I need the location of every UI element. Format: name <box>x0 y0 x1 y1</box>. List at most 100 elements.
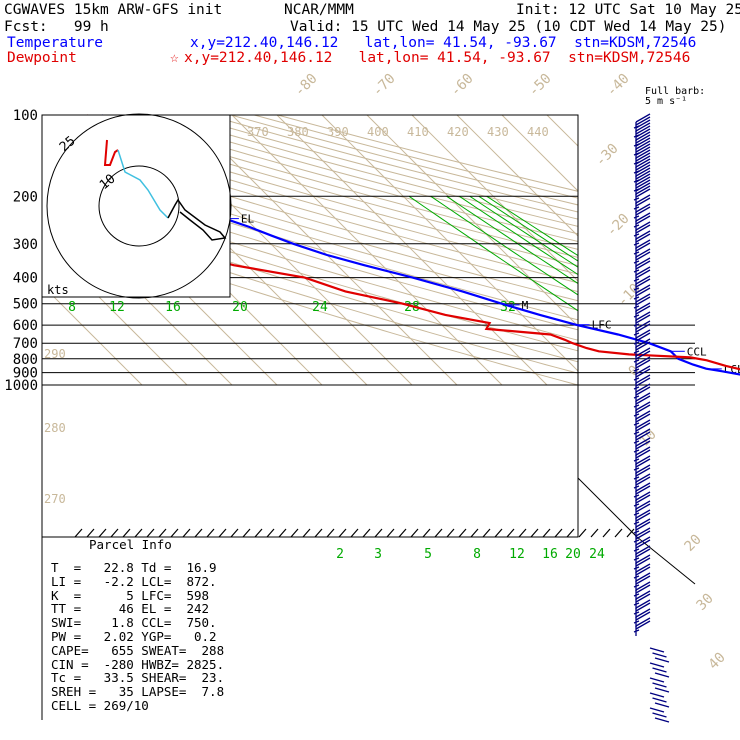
dry-adiabat-label: 410 <box>407 125 429 139</box>
wind-barb-flag <box>635 146 651 156</box>
wind-barb-low <box>649 707 665 713</box>
wind-barb-flag <box>635 527 651 537</box>
wind-barb-flag <box>635 590 651 600</box>
wind-barb-flag <box>635 242 651 252</box>
wind-barb-flag <box>635 170 651 180</box>
mixing-ratio-label-upper: 24 <box>312 300 328 315</box>
wind-barb-flag <box>635 584 651 594</box>
mixing-ratio-label-lower: 3 <box>374 547 382 562</box>
wind-barb-flag <box>635 377 651 387</box>
dry-adiabat-line <box>42 137 578 293</box>
wind-barb-flag <box>635 518 651 528</box>
pressure-label: 900 <box>13 366 38 382</box>
hatch-mark <box>470 528 479 538</box>
wind-barb-flag <box>635 338 651 348</box>
wind-barb-flag <box>635 167 651 177</box>
wind-barb-flag <box>635 323 651 333</box>
isotherm-label: 30 <box>694 591 717 614</box>
wind-barb-flag <box>635 188 651 198</box>
wind-barb-flag <box>635 428 651 438</box>
wind-barb-flag <box>635 356 651 366</box>
wind-barb-flag <box>635 257 651 267</box>
mixing-ratio-line <box>486 195 578 257</box>
wind-barb-flag <box>635 287 651 297</box>
dewpoint-legend: Dewpoint <box>7 50 77 66</box>
wind-barb-flag <box>635 440 651 450</box>
wind-barb-flag <box>635 128 651 138</box>
wind-barb-flag <box>635 305 651 315</box>
level-marker-label: EL <box>241 213 255 226</box>
mixing-ratio-label-lower: 16 <box>542 547 558 562</box>
wind-barb-low <box>654 657 670 663</box>
hatch-mark <box>338 528 347 538</box>
wind-barb-flag <box>635 422 651 432</box>
parcel-info-row: PW = 2.02 YGP= 0.2 <box>51 629 217 644</box>
forecast-hour: Fcst: 99 h <box>4 19 109 35</box>
dry-adiabat-line <box>42 121 578 275</box>
parcel-level-markers: ELMLFCCCLLCL <box>224 213 740 376</box>
wind-barb-flag <box>635 320 651 330</box>
wind-barb-low <box>654 702 670 708</box>
mixing-ratio-label-lower: 24 <box>589 547 605 562</box>
isotherm-line <box>186 115 458 386</box>
wind-barb-flag <box>635 530 651 540</box>
parcel-info-row: Tc = 33.5 SHEAR= 23. <box>51 670 225 686</box>
hatch-mark <box>254 528 263 538</box>
wind-barb-flag <box>635 467 651 477</box>
pressure-label: 700 <box>13 336 38 352</box>
moist-adiabat-line <box>405 313 659 385</box>
wind-barb-flag <box>635 446 651 456</box>
hodograph-trace-lower <box>167 198 227 241</box>
hodograph-axis-label: kts <box>47 283 69 297</box>
wind-barb-flag <box>635 206 651 216</box>
wind-barb-flag <box>635 350 651 360</box>
wind-barb-flag <box>635 476 651 486</box>
wind-barb-low <box>649 647 665 653</box>
isotherm-line <box>231 115 503 386</box>
wind-barb-flag <box>635 215 651 225</box>
mixing-ratio-line <box>408 195 578 312</box>
isotherm-label: -40 <box>604 71 633 100</box>
wind-barb-flag <box>635 185 651 195</box>
mixing-ratio-line <box>478 195 578 262</box>
hodograph-trace-upper <box>103 139 119 166</box>
valid-time: Valid: 15 UTC Wed 14 May 25 (10 CDT Wed … <box>290 19 727 35</box>
barb-legend-line1: Full barb: <box>645 86 705 97</box>
wind-barb-flag <box>635 563 651 573</box>
wind-barb-flag <box>635 158 651 168</box>
hatch-mark <box>74 528 83 538</box>
wind-barb-flag <box>635 395 651 405</box>
wind-barb-flag <box>635 224 651 234</box>
wind-barb-flag <box>635 179 651 189</box>
mixing-ratio-label-upper: 20 <box>232 300 248 315</box>
isotherm-line <box>42 284 143 386</box>
wind-barb-flag <box>635 239 651 249</box>
isotherm-line <box>42 239 188 386</box>
dry-adiabat-label: 380 <box>287 125 309 139</box>
wind-barb-flag <box>635 503 651 513</box>
mixing-ratio-label-upper: 16 <box>165 300 181 315</box>
isotherm-label: -20 <box>604 211 633 240</box>
moist-adiabat-line <box>608 313 740 385</box>
wind-barb-flag <box>635 266 651 276</box>
wind-barb-flag <box>635 194 651 204</box>
wind-barb-low <box>649 662 665 668</box>
dry-adiabat-label: 420 <box>447 125 469 139</box>
wind-barb-flag <box>635 494 651 504</box>
wind-barb-flag <box>635 284 651 294</box>
level-hatch-marks <box>74 528 635 538</box>
hatch-mark <box>446 528 455 538</box>
hatch-mark <box>602 528 611 538</box>
isotherm-line <box>141 115 413 386</box>
wind-barb-flag <box>635 485 651 495</box>
wind-barb-flag <box>635 509 651 519</box>
wind-barb-flag <box>635 593 651 603</box>
hodograph-inset: 25 10 kts <box>41 113 232 299</box>
wind-barb-low <box>652 697 667 703</box>
wind-barb-flag <box>635 248 651 258</box>
wind-barb-flag <box>635 413 651 423</box>
hatch-mark <box>182 528 191 538</box>
wind-barb-flag <box>635 572 651 582</box>
wind-barb-flag <box>635 581 651 591</box>
mixing-ratio-label-lower: 8 <box>473 547 481 562</box>
